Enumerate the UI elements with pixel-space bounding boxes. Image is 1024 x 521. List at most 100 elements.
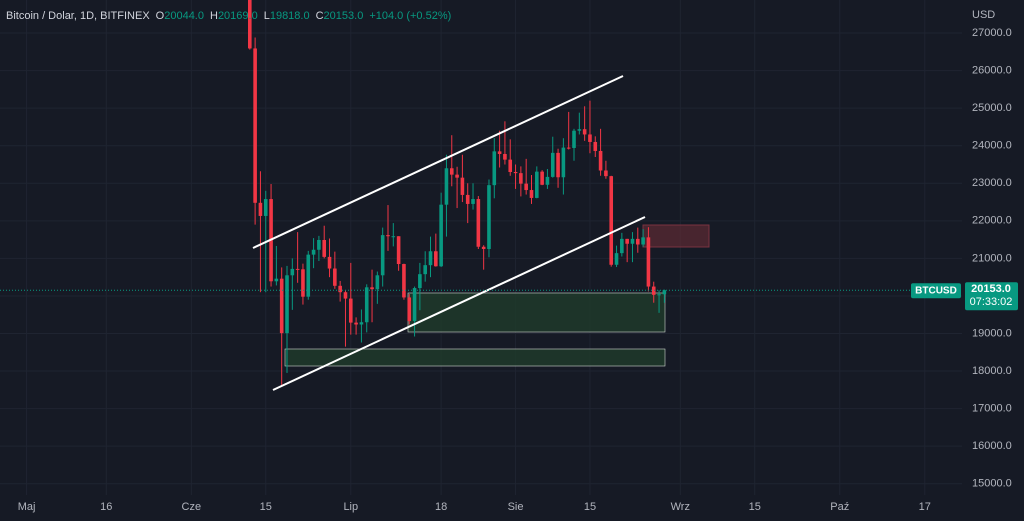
candle-body bbox=[343, 292, 348, 299]
ohlc-key: C bbox=[315, 10, 324, 22]
candle-body bbox=[322, 239, 327, 257]
candle-body bbox=[513, 172, 518, 174]
candle-body bbox=[657, 294, 661, 296]
candle-body bbox=[614, 253, 619, 265]
y-tick-label: 18000.0 bbox=[972, 365, 1012, 377]
countdown: 07:33:02 bbox=[970, 296, 1013, 308]
demand-zone bbox=[284, 348, 666, 367]
symbol-tag-box bbox=[911, 283, 961, 299]
candle-body bbox=[279, 278, 284, 334]
y-tick-label: 26000.0 bbox=[972, 65, 1012, 77]
candle-body bbox=[306, 254, 311, 297]
candle-body bbox=[646, 237, 651, 287]
x-tick-label: Cze bbox=[182, 501, 202, 513]
x-tick-label: Wrz bbox=[671, 501, 690, 513]
candle-body bbox=[391, 236, 396, 238]
candle-body bbox=[582, 129, 587, 135]
candle-body bbox=[662, 290, 667, 295]
ohlc-item: H20169.0 bbox=[210, 10, 258, 22]
legend-header: Bitcoin / Dolar, 1D, BITFINEX O20044.0 H… bbox=[6, 10, 451, 22]
y-tick-label: 24000.0 bbox=[972, 140, 1012, 152]
candle-body bbox=[407, 297, 412, 322]
symbol-title: Bitcoin / Dolar, 1D, BITFINEX bbox=[6, 10, 150, 22]
candle-body bbox=[503, 153, 507, 160]
candle-body bbox=[487, 185, 491, 250]
change: +104.0 (+0.52%) bbox=[369, 10, 452, 22]
channel-lower bbox=[272, 216, 646, 391]
candle-body bbox=[561, 147, 566, 178]
demand-zone bbox=[407, 292, 666, 333]
candle-body bbox=[364, 287, 369, 323]
y-tick-label: 23000.0 bbox=[972, 177, 1012, 189]
candle-body bbox=[301, 269, 305, 297]
candle-body bbox=[535, 171, 539, 198]
candle-body bbox=[418, 274, 422, 289]
y-tick-label: 22000.0 bbox=[972, 215, 1012, 227]
candle-body bbox=[317, 239, 321, 250]
ohlc-value: 20044.0 bbox=[164, 10, 204, 22]
ohlc-value: 19818.0 bbox=[269, 10, 310, 22]
candle-body bbox=[497, 151, 502, 154]
candle-body bbox=[524, 183, 528, 191]
x-tick-label: Lip bbox=[343, 501, 358, 513]
x-tick-label: 18 bbox=[435, 501, 447, 513]
price-tag: 20153.0 bbox=[971, 283, 1011, 295]
candle-body bbox=[311, 249, 316, 255]
ohlc-key: O bbox=[155, 10, 165, 22]
candle-body bbox=[641, 237, 645, 245]
candle-body bbox=[359, 322, 364, 325]
x-tick-label: 16 bbox=[100, 501, 112, 513]
candle-body bbox=[423, 265, 427, 275]
candle-body bbox=[258, 202, 263, 216]
candle-body bbox=[630, 238, 635, 244]
price-tag-box bbox=[965, 282, 1018, 311]
candle-body bbox=[465, 194, 470, 204]
currency-label: USD bbox=[972, 9, 995, 21]
candle-body bbox=[248, 0, 252, 49]
y-tick-label: 17000.0 bbox=[972, 403, 1012, 415]
candle-body bbox=[635, 238, 640, 245]
candle-body bbox=[620, 238, 624, 254]
candle-body bbox=[609, 176, 614, 265]
grid bbox=[0, 0, 962, 495]
y-tick-label: 21000.0 bbox=[972, 252, 1012, 264]
candle-body bbox=[588, 134, 592, 142]
x-tick-label: 15 bbox=[584, 501, 596, 513]
candle-body bbox=[327, 256, 332, 269]
candle-body bbox=[572, 130, 576, 148]
candle-body bbox=[540, 171, 544, 185]
candle-body bbox=[295, 268, 300, 270]
candle-body bbox=[449, 168, 454, 175]
x-tick-label: Sie bbox=[508, 501, 524, 513]
candle-body bbox=[598, 150, 603, 171]
ohlc-item: L19818.0 bbox=[264, 10, 310, 22]
candle-body bbox=[375, 275, 380, 290]
candle-body bbox=[566, 147, 571, 149]
candle-body bbox=[481, 246, 486, 250]
candle-body bbox=[545, 176, 550, 185]
candle-body bbox=[386, 235, 390, 237]
candle-body bbox=[625, 238, 629, 244]
candle-body bbox=[471, 199, 475, 204]
x-tick-label: 15 bbox=[260, 501, 272, 513]
ohlc-key: H bbox=[209, 10, 218, 22]
x-tick-label: 17 bbox=[919, 501, 931, 513]
y-tick-label: 25000.0 bbox=[972, 102, 1012, 114]
channel-upper bbox=[252, 75, 624, 249]
ohlc-value: 20153.0 bbox=[323, 10, 364, 22]
candle-body bbox=[333, 268, 337, 286]
y-tick-label: 15000.0 bbox=[972, 478, 1012, 490]
candle-body bbox=[455, 174, 459, 178]
candle-body bbox=[492, 151, 497, 186]
candle-body bbox=[274, 278, 279, 282]
candle-body bbox=[412, 288, 417, 322]
candle-body bbox=[604, 170, 608, 177]
candle-body bbox=[577, 129, 582, 131]
y-tick-label: 19000.0 bbox=[972, 327, 1012, 339]
ohlc-item: C20153.0 bbox=[316, 10, 364, 22]
ohlc-key: L bbox=[263, 10, 270, 22]
candle-body bbox=[529, 190, 534, 198]
candle-body bbox=[460, 177, 465, 195]
